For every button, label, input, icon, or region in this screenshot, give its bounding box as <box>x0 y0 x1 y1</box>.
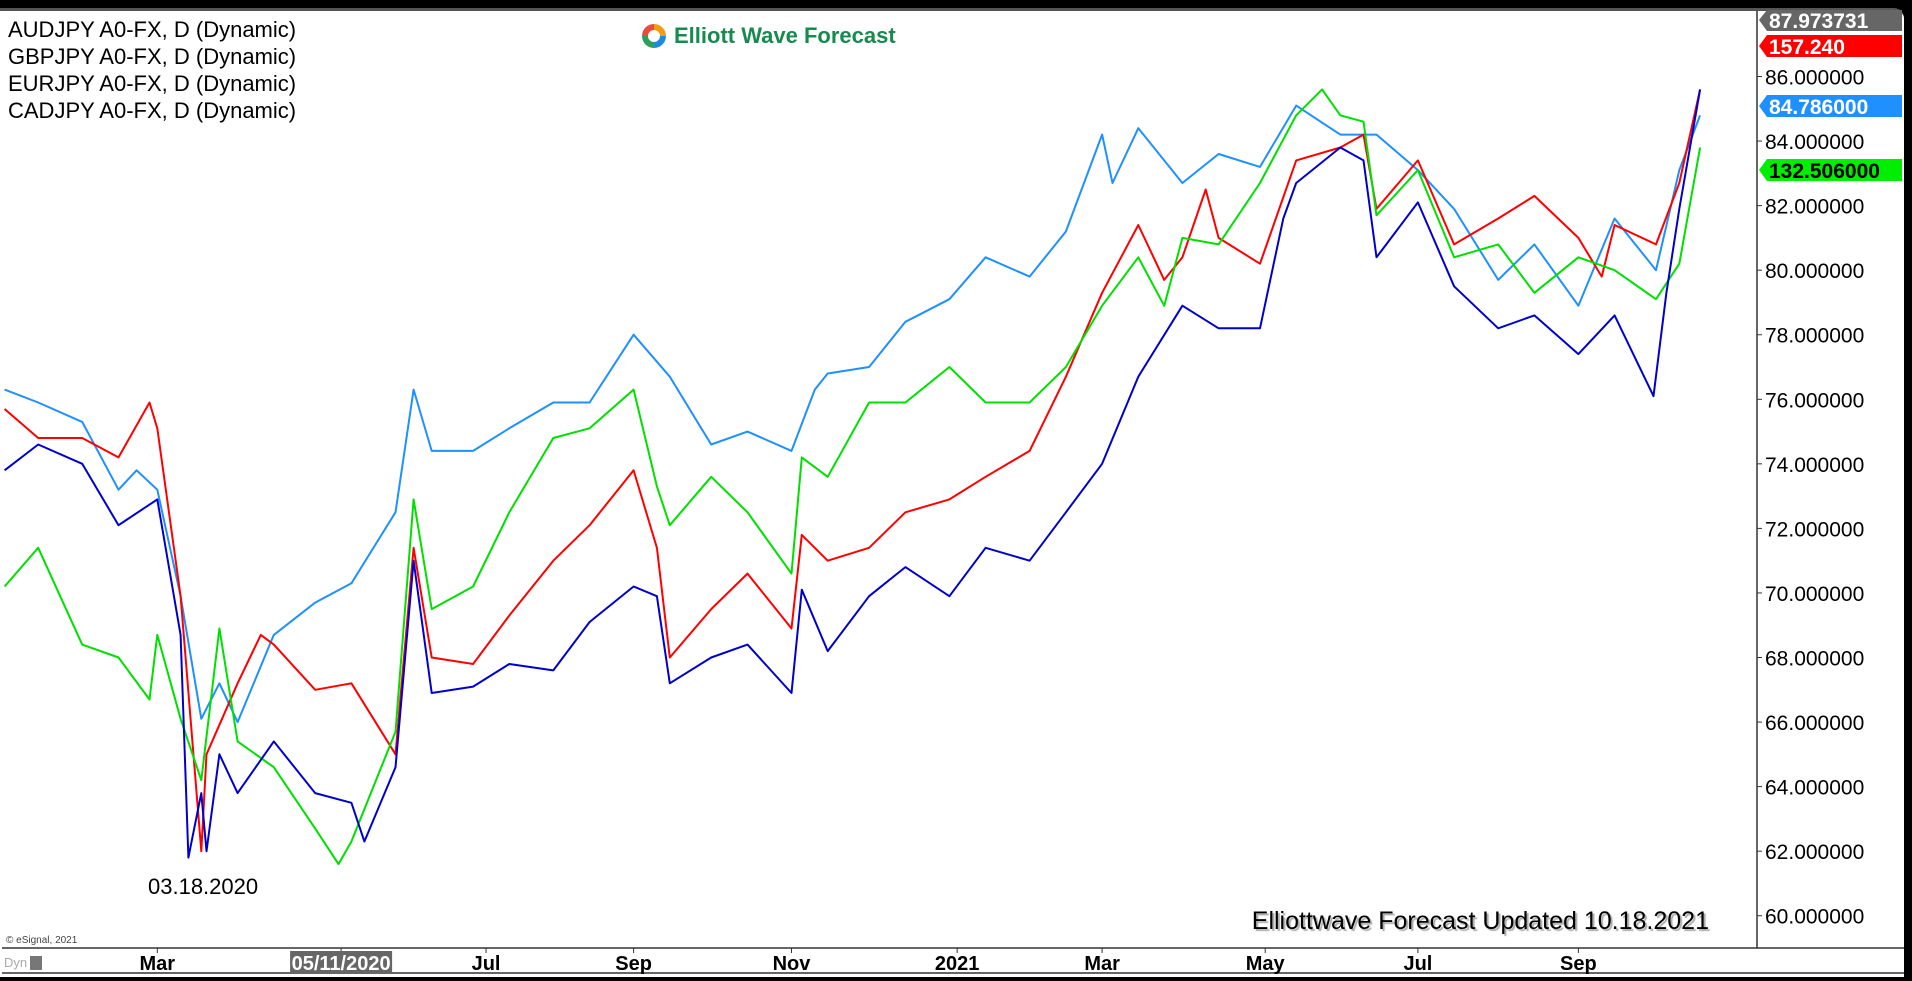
y-top-label-box <box>1759 10 1902 31</box>
x-tick-label: Sep <box>615 953 652 975</box>
price-tag-label: 84.786000 <box>1769 96 1868 119</box>
series-cadjpy <box>3 89 1702 859</box>
y-tick-label: 86.000000 <box>1765 67 1864 90</box>
series-line <box>3 88 1702 866</box>
y-tick-label: 80.000000 <box>1765 260 1864 283</box>
y-tick-label: 68.000000 <box>1765 648 1864 671</box>
price-tag <box>1759 35 1902 57</box>
annotation-updated: Elliottwave Forecast Updated 10.18.2021 <box>1251 907 1709 935</box>
series-eurjpy <box>3 88 1702 866</box>
x-tick-label: Mar <box>1084 953 1120 975</box>
series-line <box>3 89 1702 859</box>
y-tick-label: 82.000000 <box>1765 196 1864 219</box>
x-tick-label: Nov <box>773 953 812 975</box>
legend-item-gbpjpy: GBPJPY A0-FX, D (Dynamic) <box>8 44 297 69</box>
x-tick-label: 05/11/2020 <box>292 953 391 975</box>
y-tick-label: 64.000000 <box>1765 777 1864 800</box>
series-line <box>3 89 1702 853</box>
x-tick-label: 2021 <box>935 953 980 975</box>
x-tick-label: Mar <box>140 953 176 975</box>
annotation-low-date: 03.18.2020 <box>148 874 259 899</box>
x-tick-label: May <box>1246 953 1286 975</box>
copyright: © eSignal, 2021 <box>6 935 78 946</box>
chart-frame <box>0 8 1904 977</box>
dyn-label: Dyn <box>4 955 28 970</box>
logo-icon <box>642 24 666 48</box>
legend-item-eurjpy: EURJPY A0-FX, D (Dynamic) <box>8 71 297 96</box>
lock-icon <box>30 955 43 970</box>
y-tick-label: 62.000000 <box>1765 841 1864 864</box>
series-gbpjpy <box>3 89 1702 853</box>
price-tag-label: 132.506000 <box>1769 160 1880 183</box>
y-tick-label: 84.000000 <box>1765 131 1864 154</box>
series-line <box>4 104 1702 724</box>
logo-text: Elliott Wave Forecast <box>674 23 896 48</box>
y-tick-label: 70.000000 <box>1765 583 1864 606</box>
legend: AUDJPY A0-FX, D (Dynamic) GBPJPY A0-FX, … <box>8 16 296 124</box>
y-tick-label: 78.000000 <box>1765 325 1864 348</box>
y-tick-label: 72.000000 <box>1765 518 1864 541</box>
x-tick-label: Jul <box>472 953 501 975</box>
price-tag <box>1759 159 1902 181</box>
price-tag <box>1759 95 1902 117</box>
legend-item-audjpy: AUDJPY A0-FX, D (Dynamic) <box>8 17 297 42</box>
y-tick-label: 60.000000 <box>1765 906 1864 929</box>
x-tick-label: Sep <box>1560 953 1597 975</box>
x-cursor-label-box <box>290 951 393 973</box>
dynamic-toggle[interactable]: Dyn <box>4 955 43 970</box>
legend-item-cadjpy: CADJPY A0-FX, D (Dynamic) <box>8 98 297 123</box>
series-audjpy <box>4 104 1702 724</box>
y-tick-label: 74.000000 <box>1765 454 1864 477</box>
logo: Elliott Wave Forecast <box>640 22 896 50</box>
y-tick-label: 66.000000 <box>1765 712 1864 735</box>
price-tag-label: 157.240 <box>1769 36 1845 59</box>
x-tick-label: Jul <box>1403 953 1432 975</box>
y-tick-label: 76.000000 <box>1765 389 1864 412</box>
y-top-label: 87.973731 <box>1769 10 1869 33</box>
